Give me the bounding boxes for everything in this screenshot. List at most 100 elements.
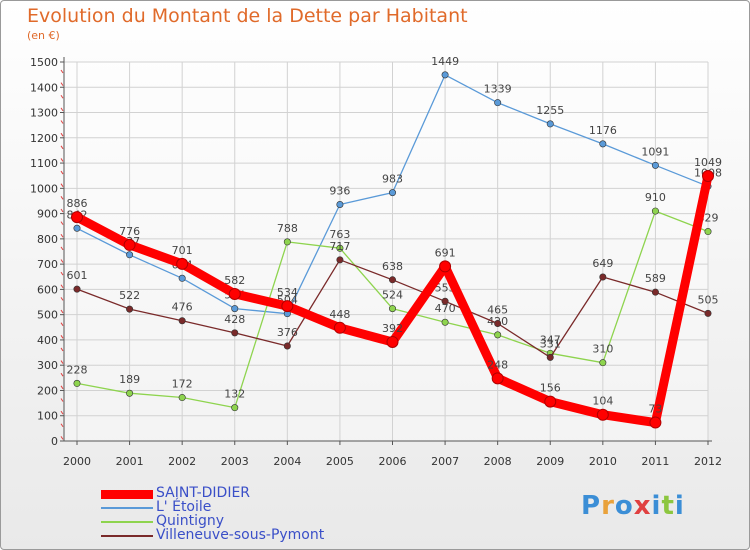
- y-tick-label: 1100: [30, 157, 58, 170]
- data-point: [73, 285, 81, 293]
- y-tick-label: 500: [37, 309, 58, 322]
- y-tick-label: 800: [37, 233, 58, 246]
- axis-dash: [60, 385, 64, 390]
- data-point: [491, 372, 504, 385]
- x-tick-label: 2004: [273, 455, 301, 468]
- series-1: 8427376445245049369831449133912551176109…: [67, 55, 722, 318]
- data-point: [126, 251, 134, 259]
- data-label: 601: [67, 269, 88, 282]
- x-tick-label: 2000: [63, 455, 91, 468]
- data-label: 1176: [589, 124, 617, 137]
- data-point: [494, 99, 502, 107]
- y-tick-label: 0: [51, 435, 58, 448]
- data-point: [71, 211, 83, 224]
- axis-dash: [60, 347, 64, 352]
- data-label: 1091: [641, 145, 669, 158]
- legend-label: Villeneuve-sous-Pymont: [156, 527, 325, 543]
- data-point: [388, 305, 396, 313]
- data-point: [596, 408, 609, 421]
- axis-dash: [60, 221, 64, 225]
- legend-label: SAINT-DIDIER: [156, 485, 251, 501]
- data-label: 886: [67, 197, 88, 210]
- data-label: 534: [277, 286, 298, 299]
- data-label: 156: [540, 382, 561, 395]
- y-tick-label: 600: [37, 283, 58, 296]
- axis-dash: [60, 322, 64, 326]
- legend-label: Quintigny: [156, 513, 225, 529]
- axis-dash: [60, 82, 64, 86]
- axis-dash: [60, 360, 64, 364]
- data-label: 691: [435, 246, 456, 259]
- axis-dash: [60, 196, 64, 200]
- axis-dash: [60, 132, 64, 137]
- axis-dash: [60, 170, 64, 175]
- data-point: [494, 331, 502, 339]
- data-point: [283, 342, 291, 350]
- data-label: 104: [592, 395, 613, 408]
- data-label: 470: [435, 302, 456, 315]
- y-tick-label: 1500: [30, 56, 58, 69]
- data-point: [441, 297, 449, 305]
- axis-dash: [60, 120, 64, 124]
- data-point: [126, 305, 134, 313]
- data-label: 524: [382, 289, 403, 302]
- data-label: 522: [119, 289, 140, 302]
- y-tick-label: 1000: [30, 182, 58, 195]
- data-label: 228: [67, 363, 88, 376]
- axis-dash: [60, 183, 64, 187]
- axis-dash: [60, 423, 64, 428]
- data-label: 649: [592, 257, 613, 270]
- x-tick-label: 2009: [536, 455, 564, 468]
- data-point: [333, 321, 346, 334]
- data-label: 589: [645, 272, 666, 285]
- axis-dash: [60, 309, 64, 314]
- data-label: 717: [329, 240, 350, 253]
- data-point: [126, 389, 134, 397]
- data-label: 248: [487, 358, 508, 371]
- y-tick-label: 300: [37, 359, 58, 372]
- legend-label: L' Étoile: [156, 499, 212, 515]
- data-point: [649, 416, 662, 429]
- data-point: [231, 404, 239, 412]
- axis-dash: [60, 246, 64, 251]
- axis-dash: [60, 436, 64, 440]
- proxiti-logo: Proxiti: [581, 491, 685, 521]
- data-label: 1339: [484, 83, 512, 96]
- axis-dash: [60, 297, 64, 301]
- axis-dash: [60, 208, 64, 213]
- data-point: [283, 238, 291, 246]
- data-point: [336, 256, 344, 264]
- data-point: [176, 257, 189, 270]
- data-point: [386, 335, 399, 348]
- data-label: 448: [329, 308, 350, 321]
- data-label: 776: [119, 225, 140, 238]
- axis-dash: [60, 69, 64, 74]
- data-point: [651, 288, 659, 296]
- data-label: 505: [698, 293, 719, 306]
- axis-dash: [60, 158, 64, 162]
- x-tick-label: 2003: [221, 455, 249, 468]
- axis-dash: [60, 233, 64, 238]
- x-tick-label: 2008: [484, 455, 512, 468]
- data-label: 476: [172, 301, 193, 314]
- plot-area: [64, 62, 708, 441]
- legend-swatch: [101, 507, 153, 509]
- data-label: 936: [329, 185, 350, 198]
- y-tick-label: 400: [37, 334, 58, 347]
- data-point: [546, 120, 554, 128]
- data-label: 763: [329, 228, 350, 241]
- x-tick-label: 2012: [694, 455, 722, 468]
- legend-swatch: [101, 521, 153, 523]
- data-label: 910: [645, 191, 666, 204]
- axis-dash: [60, 259, 64, 263]
- data-point: [599, 273, 607, 281]
- axis-dash: [60, 94, 64, 99]
- axis-dash: [60, 107, 64, 112]
- x-tick-label: 2002: [168, 455, 196, 468]
- y-tick-label: 1200: [30, 132, 58, 145]
- x-tick-label: 2001: [116, 455, 144, 468]
- chart-title: Evolution du Montant de la Dette par Hab…: [27, 5, 468, 27]
- data-point: [599, 140, 607, 148]
- data-point: [702, 169, 714, 182]
